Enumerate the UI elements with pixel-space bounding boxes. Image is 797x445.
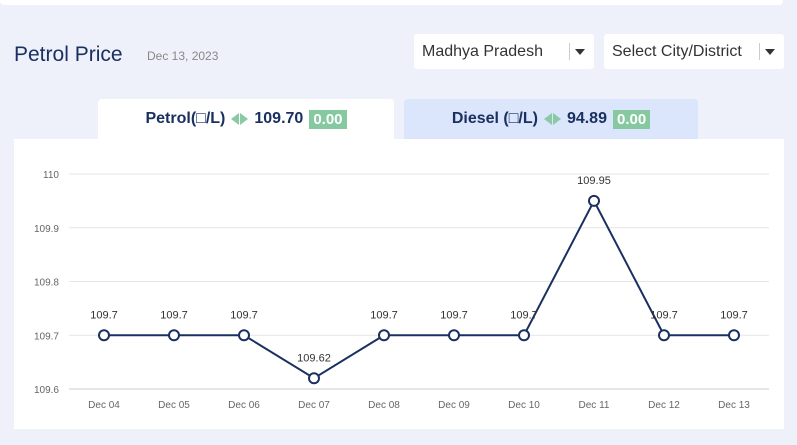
change-arrows-icon (231, 113, 249, 125)
y-tick-label: 109.7 (34, 331, 59, 342)
y-tick-label: 109.8 (34, 278, 59, 289)
data-point (168, 329, 180, 342)
y-tick-label: 109.6 (34, 385, 59, 396)
series-line (104, 198, 734, 380)
petrol-change-badge: 0.00 (309, 109, 347, 129)
x-tick-label: Dec 09 (438, 400, 470, 411)
chart-container: 110 109.9 109.8 109.7 109.6 Dec 04 Dec 05 Dec 0… (14, 139, 784, 429)
x-tick-label: Dec 07 (298, 400, 330, 411)
x-tick-label: Dec 05 (158, 400, 190, 411)
city-select-value: Select City/District (612, 42, 742, 60)
data-label: 109.7 (650, 309, 678, 321)
data-label: 109.7 (440, 309, 468, 321)
data-label: 109.7 (160, 309, 188, 321)
data-point (658, 329, 670, 342)
page-title: Petrol Price (14, 43, 123, 66)
select-divider (759, 43, 760, 60)
tab-diesel-label: Diesel (□/L) (451, 110, 538, 127)
x-tick-label: Dec 10 (508, 400, 540, 411)
data-label: 109.95 (577, 175, 611, 187)
x-tick-label: Dec 11 (579, 400, 610, 411)
price-line-chart: 110 109.9 109.8 109.7 109.6 Dec 04 Dec 05 Dec 0… (34, 170, 769, 411)
city-select[interactable]: Select City/District (604, 34, 784, 69)
tab-diesel[interactable]: Diesel (□/L) 94.89 0.00 (404, 99, 698, 139)
state-select-value: Madhya Pradesh (422, 42, 543, 60)
x-tick-label: Dec 13 (718, 400, 750, 411)
data-point (518, 329, 530, 342)
data-label: 109.7 (510, 309, 538, 321)
data-point (728, 329, 740, 342)
x-tick-label: Dec 12 (648, 400, 680, 411)
data-label: 109.7 (720, 309, 748, 321)
chevron-down-icon[interactable] (575, 49, 585, 55)
petrol-price: 109.70 (254, 110, 304, 127)
x-tick-label: Dec 08 (368, 400, 400, 411)
top-strip (0, 0, 783, 5)
data-point (448, 329, 460, 342)
x-tick-label: Dec 06 (228, 400, 260, 411)
x-tick-label: Dec 04 (88, 400, 120, 411)
price-date: Dec 13, 2023 (147, 49, 219, 63)
data-label: 109.62 (297, 352, 331, 364)
y-tick-label: 110 (43, 170, 59, 181)
data-point (378, 329, 390, 342)
data-point (98, 329, 110, 342)
diesel-price: 94.89 (566, 110, 607, 127)
chevron-down-icon[interactable] (765, 49, 775, 55)
state-select[interactable]: Madhya Pradesh (414, 34, 594, 69)
data-label: 109.7 (230, 309, 258, 321)
data-point (238, 329, 250, 342)
data-label: 109.7 (90, 309, 118, 321)
change-arrows-icon (543, 113, 561, 125)
data-point (308, 372, 320, 385)
select-divider (569, 43, 570, 60)
data-label: 109.7 (370, 309, 398, 321)
data-point (588, 194, 600, 207)
tab-petrol-label: Petrol(□/L) (145, 110, 226, 127)
y-tick-label: 109.9 (34, 224, 59, 235)
diesel-change-badge: 0.00 (612, 109, 651, 129)
tab-petrol[interactable]: Petrol(□/L) 109.70 0.00 (98, 99, 394, 139)
